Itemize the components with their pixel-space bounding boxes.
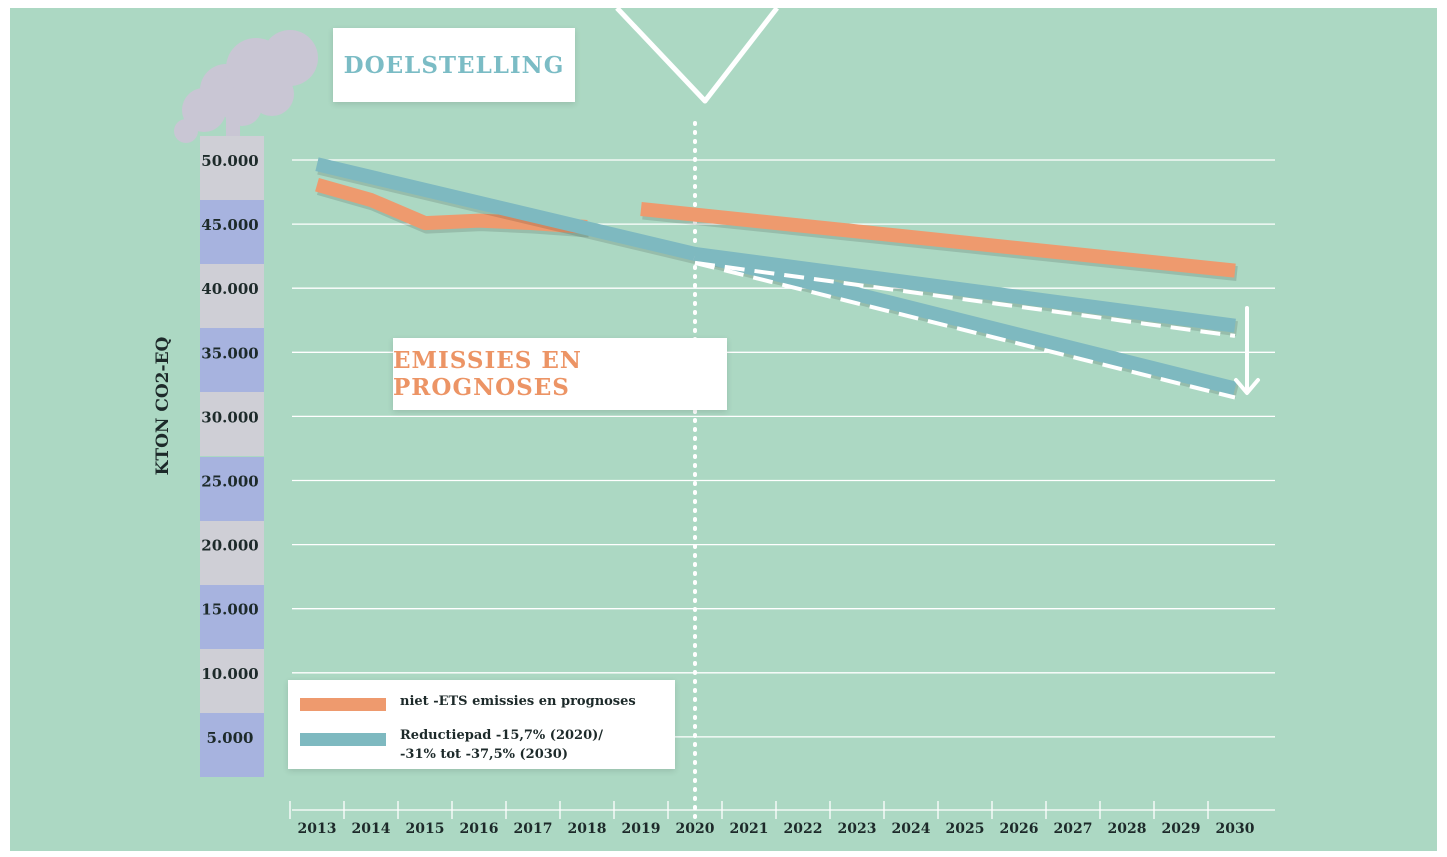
smoke-cloud-icon [174, 30, 318, 143]
x-tick-label: 2026 [1000, 821, 1039, 837]
y-block [200, 200, 264, 264]
x-tick-label: 2027 [1054, 821, 1093, 837]
y-block [200, 392, 264, 456]
legend-label-teal-1: Reductiepad -15,7% (2020)/ [400, 728, 604, 743]
y-tick-label: 20.000 [201, 537, 258, 555]
legend-label-teal-2: -31% tot -37,5% (2030) [400, 747, 568, 762]
legend: niet -ETS emissies en prognoses Reductie… [288, 680, 675, 769]
y-axis-title: KTON CO2-EQ [153, 336, 173, 476]
x-axis: 2013 2014 2015 2016 2017 2018 2019 2020 2021 2022… [289, 121, 1275, 837]
chart-canvas: 5.000 10.000 15.000 20.000 25.000 30.000 35.00… [10, 8, 1437, 851]
chart-svg: 5.000 10.000 15.000 20.000 25.000 30.000 35.00… [174, 8, 1275, 837]
y-block [200, 328, 264, 392]
y-block [200, 649, 264, 713]
y-block [200, 136, 264, 200]
x-tick-label: 2025 [946, 821, 985, 837]
x-tick-label: 2019 [622, 821, 661, 837]
dashed-target-line [694, 260, 1236, 400]
decoration-layer [174, 8, 779, 163]
x-tick-label: 2024 [892, 821, 931, 837]
x-tick-label: 2014 [352, 821, 391, 837]
doelstelling-label: DOELSTELLING [333, 28, 575, 102]
y-tick-label: 35.000 [201, 344, 258, 362]
y-axis: 5.000 10.000 15.000 20.000 25.000 30.000 35.00… [200, 136, 264, 777]
series-line-orange [640, 202, 1236, 278]
x-tick-label: 2018 [568, 821, 607, 837]
y-tick-label: 30.000 [201, 408, 258, 426]
legend-swatch-teal [300, 733, 386, 746]
gridlines [292, 159, 1275, 738]
x-tick-label: 2029 [1162, 821, 1201, 837]
dashed-target-line [694, 260, 1236, 338]
target-chevron-icon [615, 8, 779, 104]
series-line-teal [315, 157, 697, 261]
y-block [200, 585, 264, 649]
legend-swatch-orange [300, 698, 386, 711]
x-tick-label: 2013 [298, 821, 337, 837]
x-tick-label: 2023 [838, 821, 877, 837]
y-tick-label: 10.000 [201, 665, 258, 683]
y-tick-label: 45.000 [201, 216, 258, 234]
y-tick-label: 50.000 [201, 152, 258, 170]
x-tick-label: 2021 [730, 821, 769, 837]
y-axis-blocks [200, 136, 264, 777]
x-tick-label: 2017 [514, 821, 553, 837]
y-block [200, 521, 264, 585]
x-tick-label: 2030 [1216, 821, 1255, 837]
down-arrow-icon [1234, 306, 1260, 395]
x-tick-label: 2022 [784, 821, 823, 837]
x-tick-label: 2020 [676, 821, 715, 837]
emissies-label: EMISSIES EN PROGNOSES [393, 338, 727, 410]
series-line-teal [694, 246, 1236, 333]
y-tick-label: 5.000 [207, 729, 254, 747]
legend-label-orange: niet -ETS emissies en prognoses [400, 694, 636, 709]
y-block [200, 264, 264, 328]
y-block [200, 713, 264, 777]
y-tick-label: 25.000 [201, 473, 258, 491]
y-tick-label: 40.000 [201, 280, 258, 298]
x-tick-label: 2016 [460, 821, 499, 837]
x-tick-label: 2015 [406, 821, 445, 837]
smoke-puff [222, 86, 262, 126]
series-layer [315, 157, 1260, 400]
x-tick-label: 2028 [1108, 821, 1147, 837]
y-tick-label: 15.000 [201, 601, 258, 619]
smoke-puff [262, 30, 318, 86]
y-block [200, 457, 264, 521]
